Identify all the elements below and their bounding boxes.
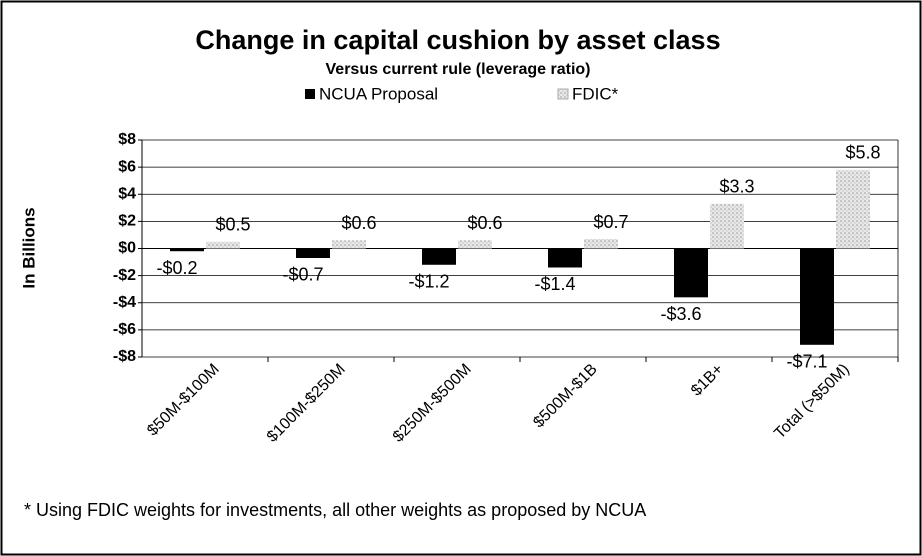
y-axis-label: In Billions bbox=[19, 207, 38, 288]
bar bbox=[422, 248, 456, 265]
chart-title: Change in capital cushion by asset class bbox=[195, 25, 720, 55]
bar bbox=[458, 240, 492, 249]
bar bbox=[206, 241, 240, 249]
legend-label: NCUA Proposal bbox=[319, 84, 438, 103]
y-tick-label: $2 bbox=[118, 213, 136, 230]
data-label: -$1.2 bbox=[408, 272, 449, 292]
bar bbox=[710, 203, 744, 249]
data-label: $0.6 bbox=[341, 213, 376, 233]
chart-subtitle: Versus current rule (leverage ratio) bbox=[326, 61, 591, 78]
legend-swatch bbox=[305, 89, 315, 99]
y-tick-label: -$4 bbox=[113, 294, 136, 311]
bar bbox=[332, 240, 366, 249]
bar bbox=[296, 248, 330, 258]
y-tick-label: -$6 bbox=[113, 321, 136, 338]
data-label: $0.6 bbox=[467, 213, 502, 233]
bar bbox=[800, 248, 834, 345]
y-tick-label: $8 bbox=[118, 131, 136, 148]
data-label: $0.5 bbox=[215, 214, 250, 234]
y-tick-label: -$8 bbox=[113, 348, 136, 365]
data-label: -$7.1 bbox=[786, 352, 827, 372]
legend-label: FDIC* bbox=[572, 84, 619, 103]
bar bbox=[674, 248, 708, 298]
y-tick-label: -$2 bbox=[113, 267, 136, 284]
data-label: -$0.7 bbox=[282, 265, 323, 285]
data-label: $3.3 bbox=[719, 176, 754, 196]
data-label: $0.7 bbox=[593, 212, 628, 232]
bar bbox=[584, 239, 618, 249]
bar bbox=[836, 169, 870, 249]
data-label: -$0.2 bbox=[156, 258, 197, 278]
legend-swatch bbox=[557, 88, 569, 100]
footnote: * Using FDIC weights for investments, al… bbox=[24, 500, 647, 520]
data-label: $5.8 bbox=[845, 143, 880, 163]
data-label: -$1.4 bbox=[534, 274, 575, 294]
y-tick-label: $4 bbox=[118, 185, 136, 202]
data-label: -$3.6 bbox=[660, 304, 701, 324]
bar bbox=[548, 248, 582, 268]
bar bbox=[170, 248, 204, 252]
y-tick-label: $0 bbox=[118, 240, 136, 257]
y-tick-label: $6 bbox=[118, 158, 136, 175]
